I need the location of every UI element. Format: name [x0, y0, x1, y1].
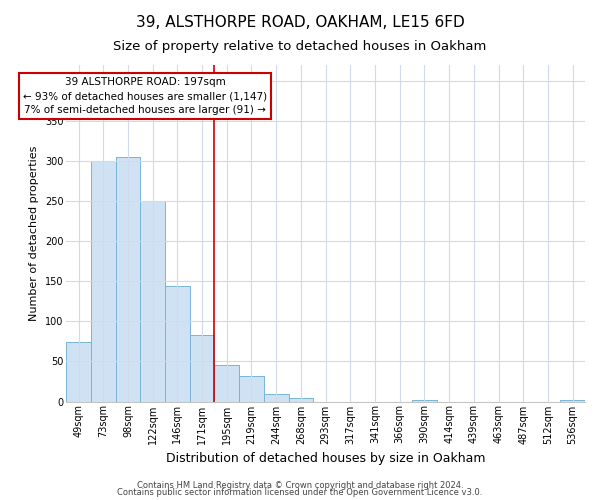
Bar	[190, 335, 214, 402]
X-axis label: Distribution of detached houses by size in Oakham: Distribution of detached houses by size …	[166, 452, 485, 465]
Bar	[91, 161, 116, 402]
Bar	[66, 342, 91, 402]
Bar	[289, 398, 313, 402]
Text: Contains public sector information licensed under the Open Government Licence v3: Contains public sector information licen…	[118, 488, 482, 497]
Bar	[239, 376, 264, 402]
Bar	[214, 366, 239, 402]
Bar	[165, 286, 190, 402]
Bar	[412, 400, 437, 402]
Y-axis label: Number of detached properties: Number of detached properties	[29, 146, 39, 321]
Bar	[264, 394, 289, 402]
Text: 39, ALSTHORPE ROAD, OAKHAM, LE15 6FD: 39, ALSTHORPE ROAD, OAKHAM, LE15 6FD	[136, 15, 464, 30]
Bar	[140, 201, 165, 402]
Text: Contains HM Land Registry data © Crown copyright and database right 2024.: Contains HM Land Registry data © Crown c…	[137, 480, 463, 490]
Bar	[116, 157, 140, 402]
Bar	[560, 400, 585, 402]
Text: 39 ALSTHORPE ROAD: 197sqm
← 93% of detached houses are smaller (1,147)
7% of sem: 39 ALSTHORPE ROAD: 197sqm ← 93% of detac…	[23, 77, 268, 115]
Text: Size of property relative to detached houses in Oakham: Size of property relative to detached ho…	[113, 40, 487, 53]
